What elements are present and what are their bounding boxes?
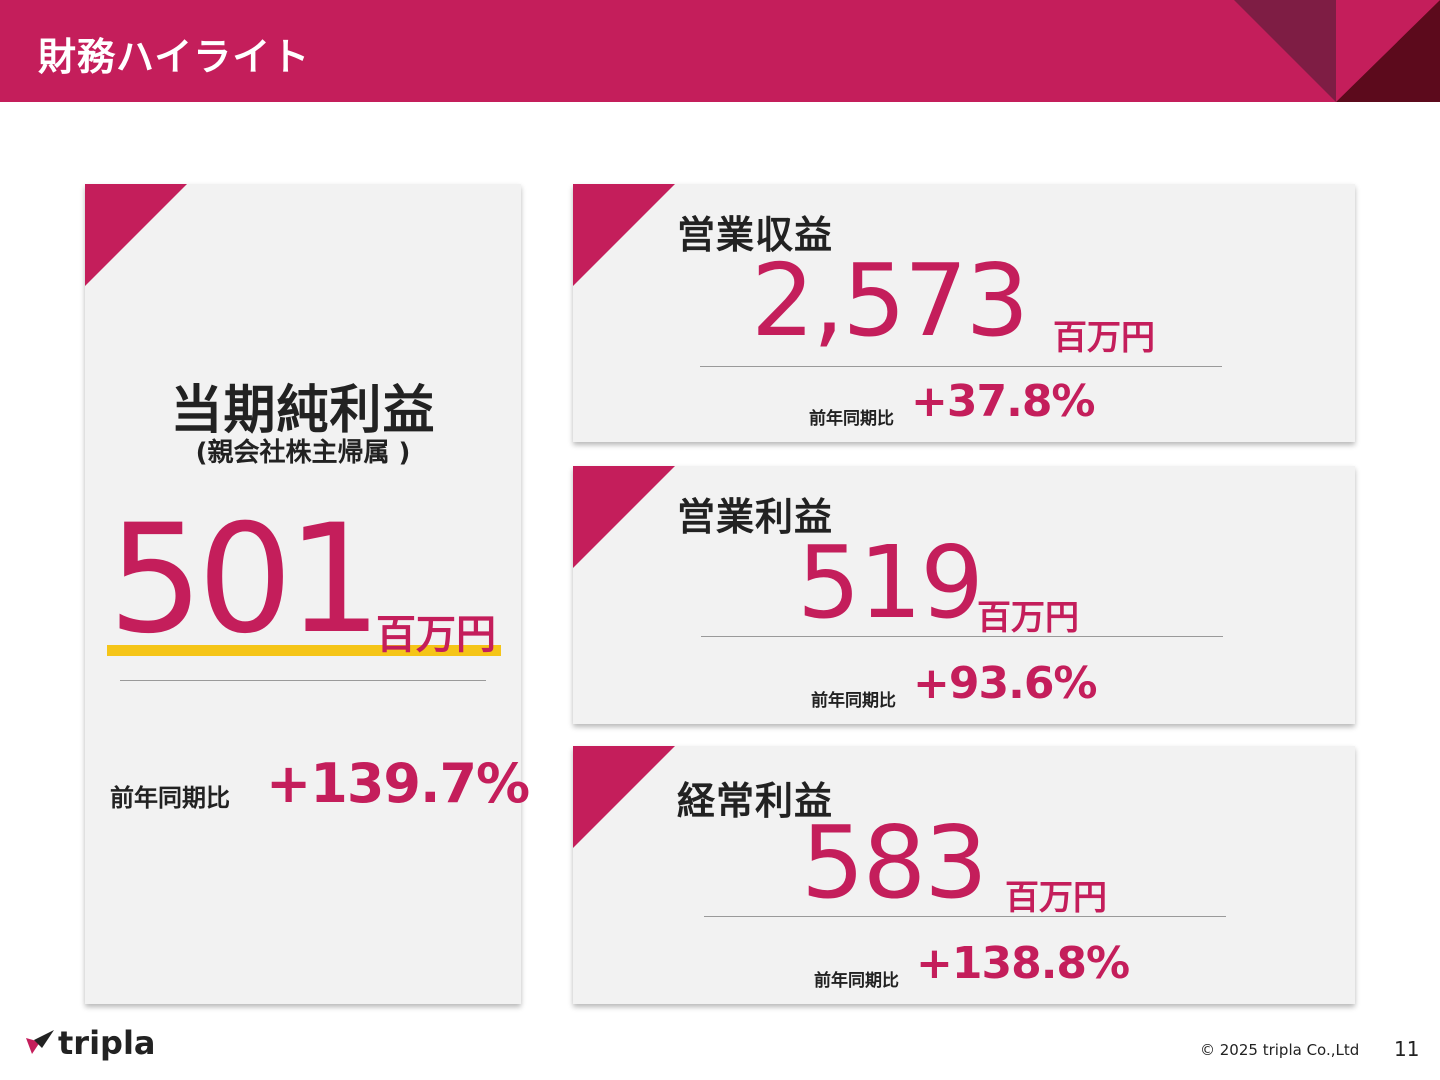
net-income-yoy-value: +139.7%: [266, 752, 530, 815]
card-corner-triangle-icon: [85, 184, 187, 286]
ordinary-income-value: 583: [801, 804, 988, 921]
divider: [120, 680, 486, 681]
divider: [700, 366, 1222, 367]
ordinary-income-yoy-label: 前年同期比: [814, 971, 899, 991]
divider: [701, 636, 1223, 637]
page-number: 11: [1394, 1037, 1420, 1061]
operating-revenue-card: 営業収益 2,573 百万円 前年同期比 +37.8%: [573, 184, 1355, 442]
net-income-value: 501: [108, 493, 382, 667]
page-title: 財務ハイライト: [38, 35, 311, 79]
net-income-card: [85, 184, 521, 1004]
tripla-bird-icon: [26, 1030, 54, 1054]
operating-revenue-yoy-value: +37.8%: [911, 376, 1096, 427]
card-corner-triangle-icon: [573, 466, 675, 568]
card-corner-triangle-icon: [573, 746, 675, 848]
operating-income-yoy-label: 前年同期比: [811, 691, 896, 711]
net-income-content: 当期純利益 (親会社株主帰属 ) 501 百万円 前年同期比 +139.7%: [0, 0, 606, 1010]
logo-text: tripla: [58, 1024, 156, 1062]
copyright: © 2025 tripla Co.,Ltd: [1200, 1041, 1360, 1059]
operating-income-value: 519: [797, 524, 984, 641]
net-income-unit: 百万円: [376, 612, 496, 658]
net-income-yoy-label: 前年同期比: [110, 784, 230, 812]
net-income-subtitle: (親会社株主帰属 ): [195, 438, 411, 468]
header-decoration-icon: [1234, 0, 1440, 102]
ordinary-income-unit: 百万円: [1005, 878, 1107, 918]
net-income-title: 当期純利益: [170, 381, 436, 441]
ordinary-income-title: 経常利益: [677, 779, 834, 823]
operating-revenue-unit: 百万円: [1053, 318, 1155, 358]
operating-revenue-value: 2,573: [751, 242, 1029, 359]
operating-income-yoy-value: +93.6%: [913, 658, 1098, 709]
operating-income-unit: 百万円: [977, 598, 1079, 638]
operating-revenue-title: 営業収益: [677, 213, 834, 257]
header-bar: 財務ハイライト: [0, 0, 1440, 102]
operating-revenue-yoy-label: 前年同期比: [809, 409, 894, 429]
operating-income-card: 営業利益 519 百万円 前年同期比 +93.6%: [573, 466, 1355, 724]
divider: [704, 916, 1226, 917]
ordinary-income-yoy-value: +138.8%: [916, 938, 1130, 989]
ordinary-income-card: 経常利益 583 百万円 前年同期比 +138.8%: [573, 746, 1355, 1004]
operating-income-title: 営業利益: [677, 495, 834, 539]
card-corner-triangle-icon: [573, 184, 675, 286]
highlight-underline: [107, 645, 501, 656]
